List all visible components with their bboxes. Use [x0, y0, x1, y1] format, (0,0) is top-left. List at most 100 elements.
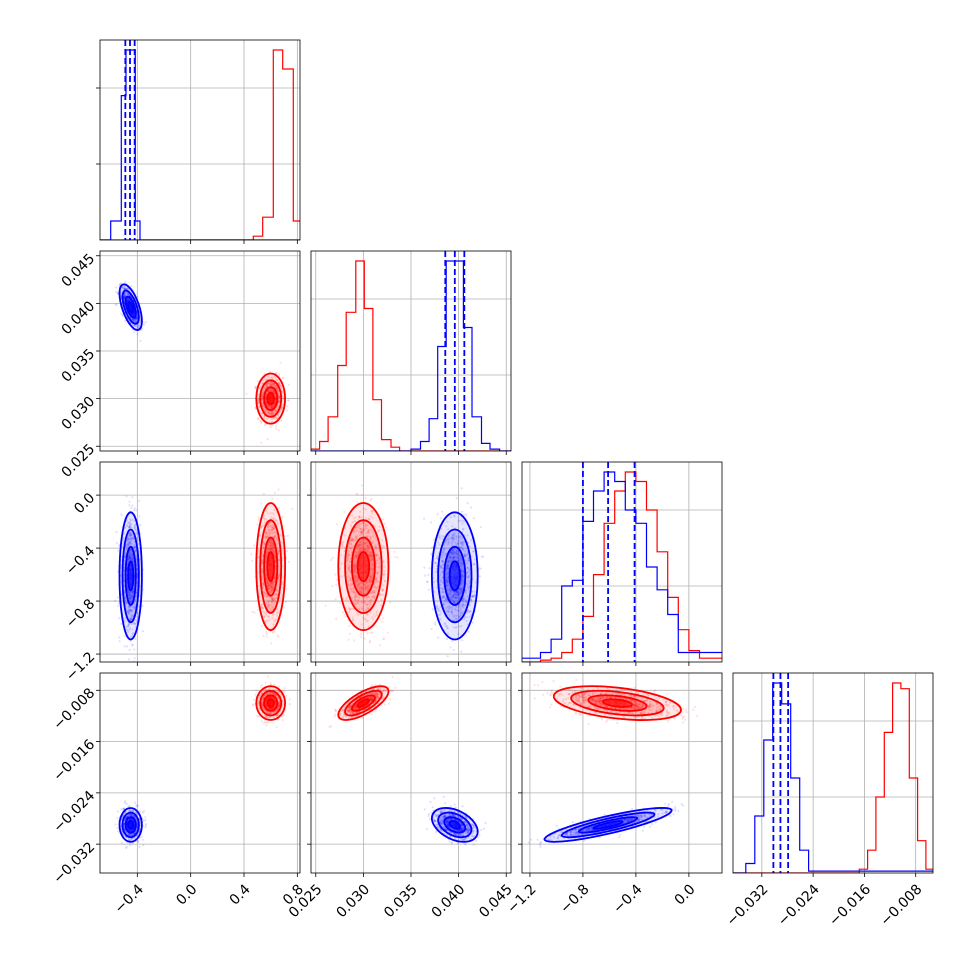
scatter-point	[124, 280, 127, 283]
scatter-point	[128, 555, 131, 558]
scatter-point	[132, 314, 135, 317]
scatter-point	[450, 611, 454, 614]
scatter-point	[281, 516, 284, 519]
scatter-point	[369, 580, 372, 584]
scatter-point	[263, 592, 266, 595]
scatter-point	[370, 497, 373, 500]
scatter-point	[384, 579, 387, 583]
scatter-point	[275, 536, 278, 539]
scatter-point	[260, 502, 263, 505]
scatter-point	[367, 584, 370, 588]
scatter-point	[455, 597, 458, 600]
scatter-point	[360, 528, 363, 531]
scatter-point	[130, 599, 133, 602]
scatter-point	[272, 549, 275, 552]
scatter-point	[368, 554, 371, 558]
scatter-point	[356, 534, 359, 538]
scatter-point	[381, 589, 384, 592]
scatter-point	[266, 531, 269, 534]
scatter-point	[363, 528, 366, 531]
scatter-point	[446, 589, 449, 592]
scatter-point	[263, 423, 267, 427]
scatter-point	[262, 545, 266, 548]
scatter-point	[135, 619, 138, 622]
scatter-point	[383, 573, 386, 576]
scatter-point	[371, 557, 374, 560]
scatter-point	[352, 539, 355, 542]
scatter-point	[118, 283, 122, 286]
scatter-point	[367, 596, 370, 599]
scatter-point	[123, 579, 126, 583]
scatter-point	[275, 537, 278, 540]
scatter-point	[271, 614, 274, 617]
scatter-point	[350, 588, 353, 591]
scatter-point	[368, 600, 371, 603]
scatter-point	[276, 538, 279, 542]
scatter-point	[271, 584, 274, 587]
scatter-point	[117, 604, 120, 608]
scatter-point	[126, 299, 129, 302]
scatter-point	[291, 507, 294, 510]
scatter-point	[266, 382, 269, 385]
scatter-point	[262, 492, 265, 495]
scatter-point	[369, 639, 372, 643]
scatter-point	[127, 538, 130, 541]
scatter-point	[272, 545, 275, 548]
scatter-point	[446, 626, 449, 630]
scatter-point	[340, 562, 343, 565]
scatter-point	[128, 543, 131, 547]
scatter-point	[267, 580, 270, 583]
scatter-point	[133, 600, 136, 604]
scatter-point	[457, 593, 460, 597]
scatter-point	[136, 315, 139, 318]
scatter-point	[130, 623, 133, 626]
scatter-point	[270, 384, 273, 387]
scatter-point	[138, 325, 141, 329]
scatter-point	[271, 382, 274, 385]
scatter-point	[353, 570, 356, 573]
scatter-point	[356, 529, 359, 532]
scatter-point	[123, 296, 126, 299]
scatter-point	[273, 525, 276, 528]
scatter-point	[272, 546, 275, 549]
scatter-point	[125, 625, 128, 629]
scatter-point	[449, 646, 452, 649]
scatter-point	[267, 412, 270, 415]
scatter-point	[272, 599, 275, 602]
scatter-point	[455, 552, 458, 555]
scatter-point	[267, 382, 270, 385]
scatter-point	[274, 384, 277, 388]
scatter-point	[134, 318, 137, 321]
scatter-point	[260, 420, 263, 423]
scatter-point	[270, 420, 274, 423]
scatter-point	[359, 547, 362, 550]
scatter-point	[133, 545, 136, 548]
scatter-point	[131, 614, 134, 618]
scatter-point	[370, 575, 373, 578]
scatter-point	[264, 612, 267, 616]
scatter-point	[274, 600, 277, 603]
scatter-point	[268, 411, 271, 414]
scatter-point	[287, 399, 290, 402]
scatter-point	[130, 605, 133, 608]
scatter-point	[272, 389, 275, 392]
scatter-point	[368, 580, 371, 583]
scatter-point	[129, 617, 132, 621]
scatter-point	[271, 600, 274, 603]
scatter-point	[121, 286, 124, 289]
scatter-point	[128, 593, 131, 596]
scatter-point	[434, 623, 437, 626]
scatter-point	[271, 384, 274, 387]
scatter-point	[260, 561, 264, 565]
scatter-point	[281, 586, 284, 590]
scatter-point	[382, 545, 385, 548]
scatter-point	[277, 542, 280, 545]
scatter-point	[274, 577, 277, 580]
scatter-point	[270, 598, 273, 601]
scatter-point	[371, 575, 374, 578]
scatter-point	[269, 543, 272, 546]
scatter-point	[132, 324, 135, 327]
scatter-point	[131, 643, 134, 646]
scatter-point	[128, 557, 131, 560]
scatter-point	[265, 536, 268, 539]
